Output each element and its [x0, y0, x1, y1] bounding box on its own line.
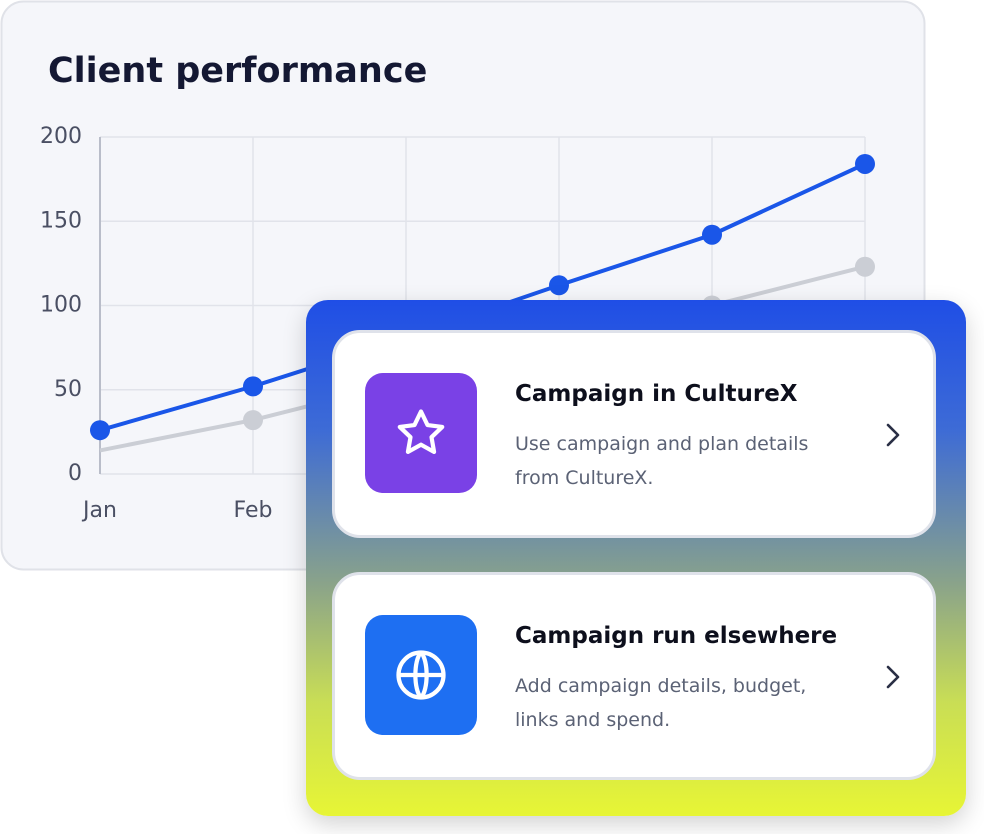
y-tick-label: 0	[68, 461, 82, 486]
data-point	[549, 275, 569, 296]
option-card[interactable]: Campaign run elsewhere Add campaign deta…	[332, 572, 936, 780]
data-point	[243, 410, 263, 431]
option-title: Campaign run elsewhere	[515, 623, 838, 649]
option-description: Add campaign details, budget, links and …	[515, 675, 807, 731]
chevron	[886, 665, 900, 689]
data-point	[243, 376, 263, 397]
globe-icon	[365, 615, 477, 735]
option-description: Use campaign and plan details from Cultu…	[515, 433, 809, 489]
x-tick-label: Jan	[81, 498, 117, 523]
chevron	[886, 423, 900, 447]
data-point	[855, 256, 875, 277]
star-icon	[365, 373, 477, 493]
data-point	[702, 224, 722, 245]
y-tick-label: 100	[40, 293, 82, 318]
option-title: Campaign in CultureX	[515, 381, 798, 407]
x-tick-label: Feb	[234, 498, 273, 523]
data-point	[855, 153, 875, 174]
y-tick-label: 200	[40, 124, 82, 149]
option-card[interactable]: Campaign in CultureX Use campaign and pl…	[332, 330, 936, 538]
options-panel: Campaign in CultureX Use campaign and pl…	[306, 300, 966, 816]
chart-title: Client performance	[48, 51, 427, 91]
y-tick-label: 150	[40, 208, 82, 233]
data-point	[90, 420, 110, 441]
y-tick-label: 50	[54, 377, 82, 402]
